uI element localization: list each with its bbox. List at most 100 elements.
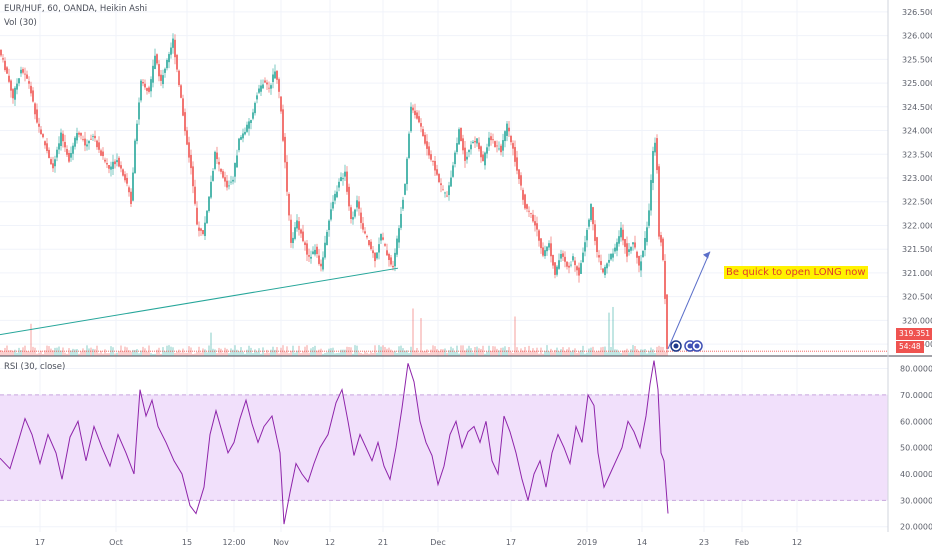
candle-body	[252, 112, 254, 119]
volume-bar	[148, 345, 150, 356]
volume-bar	[460, 345, 462, 356]
time-tick-label: Dec	[430, 538, 445, 547]
volume-bar	[332, 347, 334, 356]
volume-bar	[638, 351, 640, 356]
volume-bar	[404, 350, 406, 356]
candle-body	[526, 204, 528, 209]
time-tick-label: 17	[506, 538, 516, 547]
volume-bar	[374, 345, 376, 356]
volume-bar	[596, 351, 598, 356]
candle-body	[536, 223, 538, 230]
volume-bar	[184, 352, 186, 356]
event-markers[interactable]	[670, 340, 703, 352]
candle-body	[666, 294, 668, 349]
candle-body	[394, 252, 396, 267]
volume-bar	[544, 350, 546, 356]
price-tick-label: 322.500	[902, 198, 932, 207]
volume-bar	[212, 348, 214, 356]
volume-bar	[128, 350, 130, 356]
candle-body	[90, 138, 92, 140]
candle-body	[186, 130, 188, 145]
candle-body	[438, 174, 440, 183]
candle-body	[354, 209, 356, 217]
annotation-note[interactable]: Be quick to open LONG now	[724, 266, 868, 279]
time-axis[interactable]: 17 Oct 15 12:00 Nov 12 21 Dec 17 2019 14 23 Feb 12	[35, 538, 802, 547]
volume-bar	[436, 349, 438, 356]
volume-bar	[570, 351, 572, 356]
price-tick-label: 326.000	[902, 32, 932, 41]
volume-bar	[520, 348, 522, 356]
candle-body	[374, 252, 376, 262]
volume-bar	[258, 348, 260, 356]
candle-body	[576, 266, 578, 271]
volume-bar	[382, 345, 384, 356]
symbol-legend[interactable]: EUR/HUF, 60, OANDA, Heikin Ashi	[4, 4, 148, 14]
price-axis[interactable]: 326.500 326.000 325.500 325.000 324.500 324.0…	[902, 8, 932, 349]
volume-bar	[270, 349, 272, 356]
volume-bar	[138, 353, 140, 356]
volume-bar	[108, 353, 110, 356]
rsi-tick-label: 80.0000	[900, 365, 932, 374]
price-tick-label: 321.000	[902, 269, 932, 278]
candle-body	[126, 177, 128, 184]
candle-body	[494, 141, 496, 148]
candle-body	[638, 255, 640, 266]
candle-body	[582, 252, 584, 263]
candle-body	[136, 123, 138, 142]
rsi-tick-label: 60.0000	[900, 417, 932, 426]
volume-bar	[352, 353, 354, 356]
volume-bar	[42, 353, 44, 356]
volume-bar	[2, 351, 4, 356]
volume-bar	[26, 351, 28, 356]
volume-bar	[226, 348, 228, 356]
volume-bar	[464, 350, 466, 356]
volume-bar	[200, 352, 202, 356]
volume-bar	[620, 353, 622, 356]
volume-bar	[480, 348, 482, 356]
volume-bar	[590, 347, 592, 356]
rsi-legend[interactable]: RSI (30, close)	[4, 362, 66, 372]
candle-body	[68, 152, 70, 162]
candle-body	[82, 139, 84, 140]
volume-bar	[164, 351, 166, 356]
volume-bar	[154, 353, 156, 356]
volume-bar	[68, 348, 70, 356]
volume-bar	[386, 348, 388, 356]
candle-body	[358, 201, 360, 209]
candle-body	[604, 266, 606, 276]
candle-body	[352, 217, 354, 220]
volume-bar	[134, 349, 136, 356]
trend-line[interactable]	[0, 267, 399, 336]
volume-bar	[34, 347, 36, 356]
volume-bar	[116, 352, 118, 356]
candle-body	[264, 80, 266, 83]
rsi-axis[interactable]: 80.0000 70.0000 60.0000 50.0000 40.0000 30.00…	[900, 365, 932, 532]
volume-bar	[206, 352, 208, 356]
candle-body	[450, 177, 452, 187]
candle-body	[614, 247, 616, 252]
volume-bar	[254, 349, 256, 356]
forecast-arrow[interactable]	[667, 251, 711, 350]
candle-body	[14, 87, 16, 100]
candle-body	[574, 260, 576, 266]
candle-body	[608, 259, 610, 263]
volume-bar	[310, 348, 312, 356]
candle-body	[94, 135, 96, 139]
volume-bar	[654, 353, 656, 356]
candle-body	[564, 256, 566, 262]
volume-bar	[396, 352, 398, 356]
volume-bar	[438, 351, 440, 356]
volume-bar	[354, 345, 356, 356]
candle-body	[0, 49, 2, 56]
candle-body	[440, 183, 442, 186]
volume-bar	[278, 353, 280, 356]
volume-legend[interactable]: Vol (30)	[4, 18, 37, 28]
candle-body	[24, 73, 26, 75]
volume-bar	[650, 347, 652, 356]
candle-body	[190, 154, 192, 169]
candle-body	[630, 247, 632, 251]
candle-body	[108, 165, 110, 169]
volume-bar	[392, 351, 394, 356]
rsi-tick-label: 20.0000	[900, 523, 932, 532]
